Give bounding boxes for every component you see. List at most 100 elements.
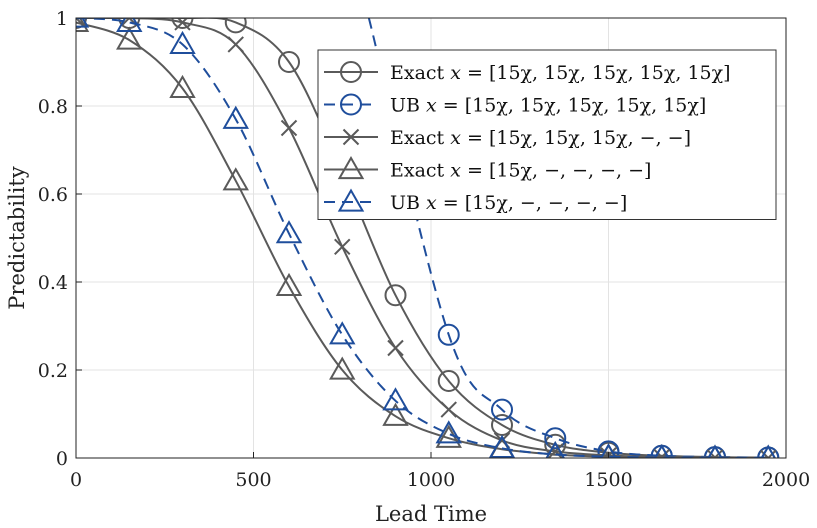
x-marker-stroke	[440, 401, 457, 418]
triangle-marker	[760, 444, 776, 458]
x-marker	[342, 128, 360, 146]
legend-prefix: UB	[390, 95, 426, 117]
x-marker-stroke	[227, 36, 244, 53]
circle-marker	[340, 93, 362, 116]
series-line	[367, 18, 769, 458]
x-marker	[334, 238, 351, 256]
legend-label: UB x = [15χ, 15χ, 15χ, 15χ, 15χ]	[390, 95, 706, 117]
x-marker	[760, 449, 777, 458]
circle-marker	[278, 51, 300, 73]
y-tick-label: 0.8	[38, 96, 68, 118]
triangle-marker	[169, 74, 196, 99]
x-marker-stroke	[174, 18, 189, 31]
triangle-marker	[275, 220, 303, 244]
x-marker	[280, 119, 298, 137]
triangle-marker	[382, 402, 409, 426]
x-tick-label: 1500	[584, 469, 632, 491]
x-marker	[227, 36, 244, 53]
triangle-marker	[329, 356, 356, 380]
y-tick-label: 0.2	[38, 360, 68, 382]
legend-variable: x	[450, 160, 461, 182]
triangle-marker	[545, 440, 565, 458]
x-tick-label: 0	[70, 469, 82, 491]
triangle-marker	[488, 434, 516, 458]
triangle-marker	[653, 444, 670, 458]
triangle-marker	[222, 167, 249, 191]
x-marker-stroke	[342, 128, 360, 146]
y-axis-label: Predictability	[5, 166, 29, 310]
legend-label: UB x = [15χ, −, −, −, −]	[390, 192, 627, 214]
x-marker	[387, 339, 404, 357]
legend-vector: = [15χ, 15χ, 15χ, −, −]	[461, 127, 691, 149]
series-5	[76, 18, 776, 458]
x-marker-stroke	[121, 18, 131, 27]
triangle-marker	[275, 272, 303, 297]
circle-marker	[544, 427, 567, 450]
triangle-marker	[329, 321, 356, 345]
series-line	[76, 18, 769, 458]
circle-marker	[597, 440, 620, 458]
y-tick-label: 0	[56, 448, 68, 470]
legend-label: Exact x = [15χ, −, −, −, −]	[390, 160, 651, 182]
triangle-marker	[76, 18, 90, 33]
triangle-marker	[337, 188, 365, 212]
x-marker	[440, 401, 457, 418]
triangle-marker	[435, 420, 462, 444]
legend-vector: = [15χ, −, −, −, −]	[437, 192, 628, 214]
legend-vector: = [15χ, −, −, −, −]	[461, 160, 652, 182]
triangle-marker	[337, 155, 365, 180]
legend-variable: x	[426, 192, 437, 214]
triangle-marker	[382, 387, 409, 411]
x-marker	[174, 18, 191, 31]
circle-marker	[491, 398, 513, 421]
x-marker-stroke	[760, 449, 770, 458]
x-tick-label: 2000	[762, 469, 810, 491]
series-line	[76, 18, 769, 458]
legend-vector: = [15χ, 15χ, 15χ, 15χ, 15χ]	[461, 62, 731, 84]
legend-variable: x	[450, 127, 461, 149]
x-marker-stroke	[334, 238, 351, 256]
x-marker-stroke	[387, 339, 404, 357]
x-marker-stroke	[547, 443, 564, 458]
circle-marker	[384, 284, 407, 307]
x-marker-stroke	[280, 119, 298, 137]
circle-marker	[171, 18, 194, 29]
legend-prefix: Exact	[390, 160, 450, 182]
legend-entry: UB x = [15χ, 15χ, 15χ, 15χ, 15χ]	[324, 93, 706, 117]
triangle-marker	[116, 18, 143, 33]
tick-labels: 0 500 1000 1500 2000 0 0.2 0.4 0.6 0.8 1	[38, 8, 810, 491]
legend-vector: = [15χ, 15χ, 15χ, 15χ, 15χ]	[437, 95, 707, 117]
x-marker	[547, 443, 564, 458]
legend-label: Exact x = [15χ, 15χ, 15χ, 15χ, 15χ]	[390, 62, 731, 84]
legend: Exact x = [15χ, 15χ, 15χ, 15χ, 15χ]UB x …	[317, 49, 777, 220]
legend-prefix: UB	[390, 192, 426, 214]
legend-entry: UB x = [15χ, −, −, −, −]	[324, 188, 627, 214]
legend-prefix: Exact	[390, 127, 450, 149]
circle-marker	[224, 18, 247, 34]
legend-variable: x	[426, 95, 437, 117]
circle-marker	[437, 370, 460, 392]
legend-variable: x	[450, 62, 461, 84]
legend-entry: Exact x = [15χ, 15χ, 15χ, −, −]	[324, 127, 691, 149]
triangle-marker	[116, 26, 143, 50]
x-tick-label: 500	[235, 469, 271, 491]
y-tick-label: 1	[56, 8, 68, 30]
y-tick-label: 0.4	[38, 272, 68, 294]
circle-marker	[340, 61, 362, 83]
x-marker-stroke	[766, 449, 777, 458]
triangle-marker	[707, 444, 723, 458]
triangle-marker	[222, 105, 249, 129]
x-axis-label: Lead Time	[375, 502, 487, 526]
legend-entry: Exact x = [15χ, −, −, −, −]	[324, 155, 651, 182]
legend-label: Exact x = [15χ, 15χ, 15χ, −, −]	[390, 127, 691, 149]
circle-marker	[437, 323, 460, 346]
legend-entry: Exact x = [15χ, 15χ, 15χ, 15χ, 15χ]	[324, 61, 731, 84]
legend-box	[317, 49, 777, 220]
triangle-marker	[600, 443, 617, 458]
x-tick-label: 1000	[407, 469, 455, 491]
series-layer	[76, 18, 780, 458]
legend-prefix: Exact	[390, 62, 450, 84]
triangle-marker	[169, 30, 196, 55]
y-tick-label: 0.6	[38, 184, 68, 206]
